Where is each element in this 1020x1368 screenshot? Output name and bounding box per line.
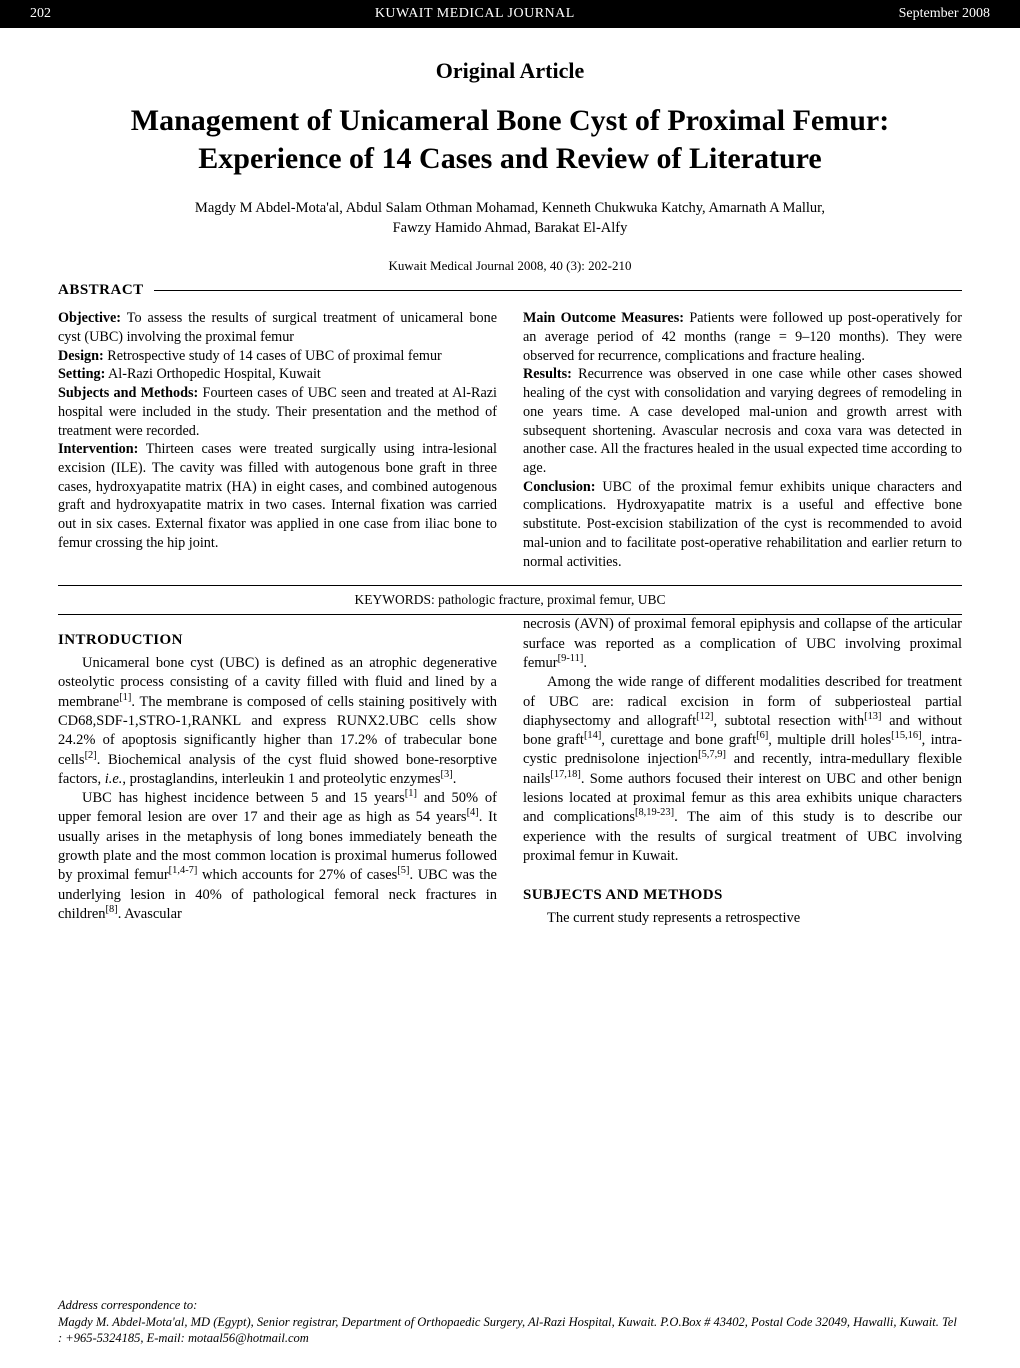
intro-paragraph-3: Among the wide range of different modali… (523, 673, 962, 866)
body-right-column: necrosis (AVN) of proximal femoral epiph… (523, 615, 962, 928)
abstract-label-setting: Setting: (58, 366, 105, 382)
body-left-column: INTRODUCTION Unicameral bone cyst (UBC) … (58, 615, 497, 928)
author-list: Magdy M Abdel-Mota'al, Abdul Salam Othma… (58, 199, 962, 238)
abstract-label-results: Results: (523, 366, 572, 382)
abstract-rule (154, 290, 962, 291)
correspondence-label: Address correspondence to: (58, 1298, 197, 1312)
introduction-heading: INTRODUCTION (58, 631, 497, 651)
journal-reference: Kuwait Medical Journal 2008, 40 (3): 202… (58, 258, 962, 274)
authors-line-2: Fawzy Hamido Ahmad, Barakat El-Alfy (393, 220, 628, 236)
subjects-paragraph-1: The current study represents a retrospec… (523, 909, 962, 928)
body-columns: INTRODUCTION Unicameral bone cyst (UBC) … (58, 615, 962, 928)
abstract-label-intervention: Intervention: (58, 441, 138, 457)
abstract-label-conclusion: Conclusion: (523, 479, 596, 495)
abstract-text-results: Recurrence was observed in one case whil… (523, 366, 962, 476)
intro-continuation: necrosis (AVN) of proximal femoral epiph… (523, 615, 962, 673)
page-number: 202 (30, 6, 51, 22)
abstract-label-design: Design: (58, 348, 104, 364)
abstract-label-subjects: Subjects and Methods: (58, 385, 198, 401)
abstract-label: ABSTRACT (58, 282, 154, 299)
subjects-methods-heading: SUBJECTS AND METHODS (523, 886, 962, 906)
keywords: KEYWORDS: pathologic fracture, proximal … (58, 585, 962, 615)
abstract-text-design: Retrospective study of 14 cases of UBC o… (104, 348, 442, 364)
issue-date: September 2008 (899, 6, 990, 22)
abstract-label-objective: Objective: (58, 310, 121, 326)
abstract-label-outcome: Main Outcome Measures: (523, 310, 684, 326)
abstract-text-objective: To assess the results of surgical treatm… (58, 310, 497, 345)
running-header: 202 KUWAIT MEDICAL JOURNAL September 200… (0, 0, 1020, 28)
abstract-left-column: Objective: To assess the results of surg… (58, 309, 497, 571)
correspondence-text: Magdy M. Abdel-Mota'al, MD (Egypt), Seni… (58, 1315, 957, 1345)
intro-paragraph-2: UBC has highest incidence between 5 and … (58, 789, 497, 924)
correspondence-footnote: Address correspondence to: Magdy M. Abde… (58, 1297, 962, 1346)
abstract-columns: Objective: To assess the results of surg… (58, 309, 962, 571)
article-type: Original Article (58, 58, 962, 84)
article-title: Management of Unicameral Bone Cyst of Pr… (58, 102, 962, 177)
abstract-text-intervention: Thirteen cases were treated surgically u… (58, 441, 497, 551)
abstract-text-setting: Al-Razi Orthopedic Hospital, Kuwait (105, 366, 321, 382)
abstract-header: ABSTRACT (58, 282, 962, 299)
intro-paragraph-1: Unicameral bone cyst (UBC) is defined as… (58, 654, 497, 789)
authors-line-1: Magdy M Abdel-Mota'al, Abdul Salam Othma… (195, 200, 825, 216)
journal-name: KUWAIT MEDICAL JOURNAL (375, 6, 575, 22)
abstract-right-column: Main Outcome Measures: Patients were fol… (523, 309, 962, 571)
